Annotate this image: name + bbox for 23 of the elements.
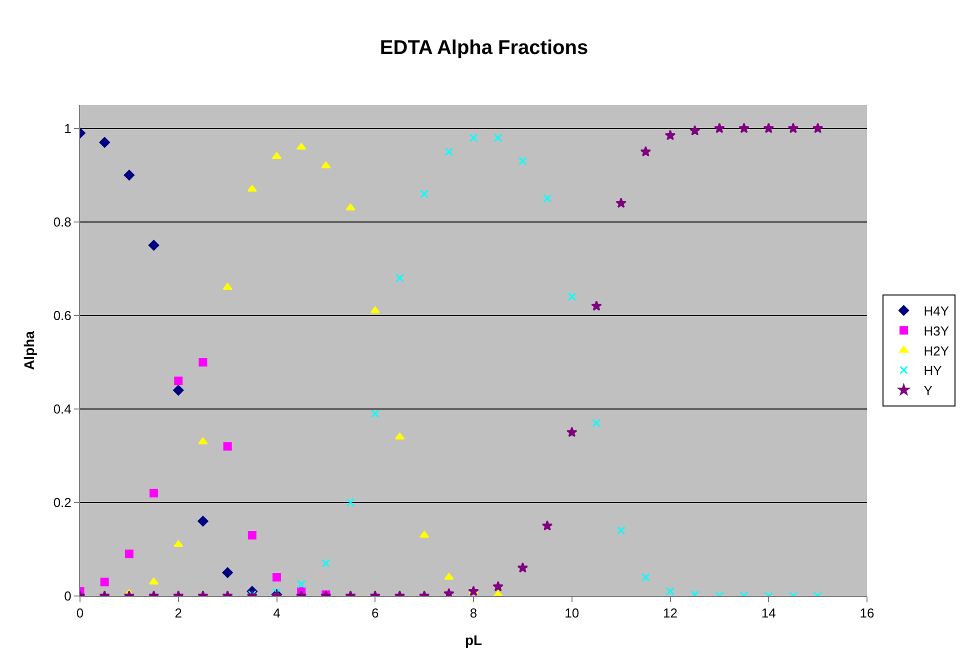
x-tick-label: 14 <box>761 606 776 621</box>
x-tick-label: 8 <box>470 606 478 621</box>
y-tick-label: 0.2 <box>53 495 72 510</box>
x-tick-label: 6 <box>372 606 379 621</box>
x-axis-title: pL <box>464 632 482 648</box>
legend-label: Y <box>924 383 933 398</box>
x-tick-label: 2 <box>174 606 182 621</box>
legend-label: H4Y <box>924 304 950 319</box>
y-tick-label: 1 <box>64 120 72 136</box>
legend-label: HY <box>924 363 942 378</box>
x-tick-label: 4 <box>273 606 280 621</box>
x-tick-label: 12 <box>663 606 678 621</box>
x-tick-label: 16 <box>860 606 874 621</box>
y-tick-label: 0.4 <box>53 402 72 416</box>
legend-label: H2Y <box>924 343 950 358</box>
y-axis-title: Alpha <box>20 330 37 370</box>
chart-title: EDTA Alpha Fractions <box>380 36 588 59</box>
y-tick-label: 0 <box>64 588 72 604</box>
x-tick-label: 0 <box>76 606 84 621</box>
legend-label: H3Y <box>924 323 950 338</box>
y-tick-label: 0.6 <box>53 308 72 323</box>
y-tick-label: 0.8 <box>53 214 72 230</box>
x-tick-label: 10 <box>564 606 580 621</box>
